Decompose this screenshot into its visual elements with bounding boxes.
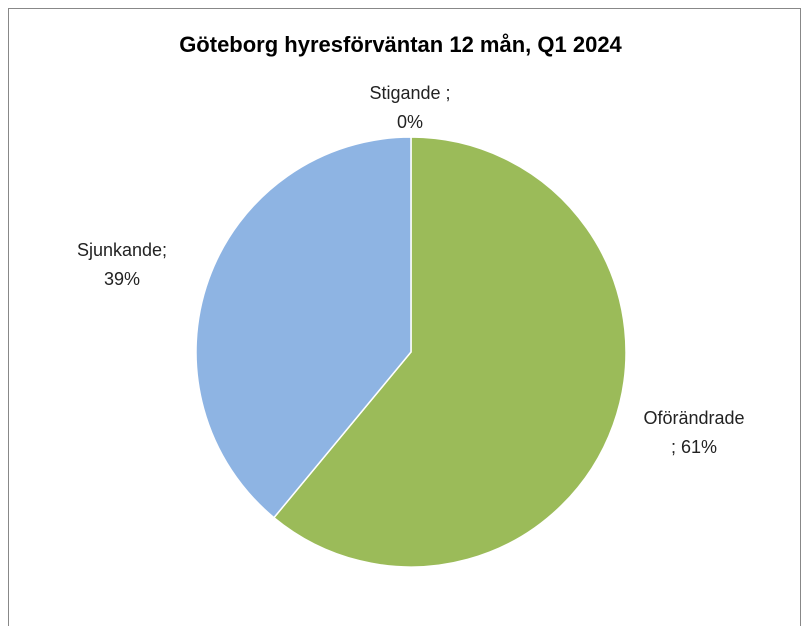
pie-slice	[195, 136, 412, 519]
data-label: Sjunkande; 39%	[76, 240, 168, 289]
chart-title: Göteborg hyresförväntan 12 mån, Q1 2024	[179, 32, 622, 57]
pie-slice	[272, 136, 627, 568]
data-label: Oförändrade ; 61%	[643, 408, 745, 457]
data-label: Stigande ; 0%	[369, 83, 451, 132]
